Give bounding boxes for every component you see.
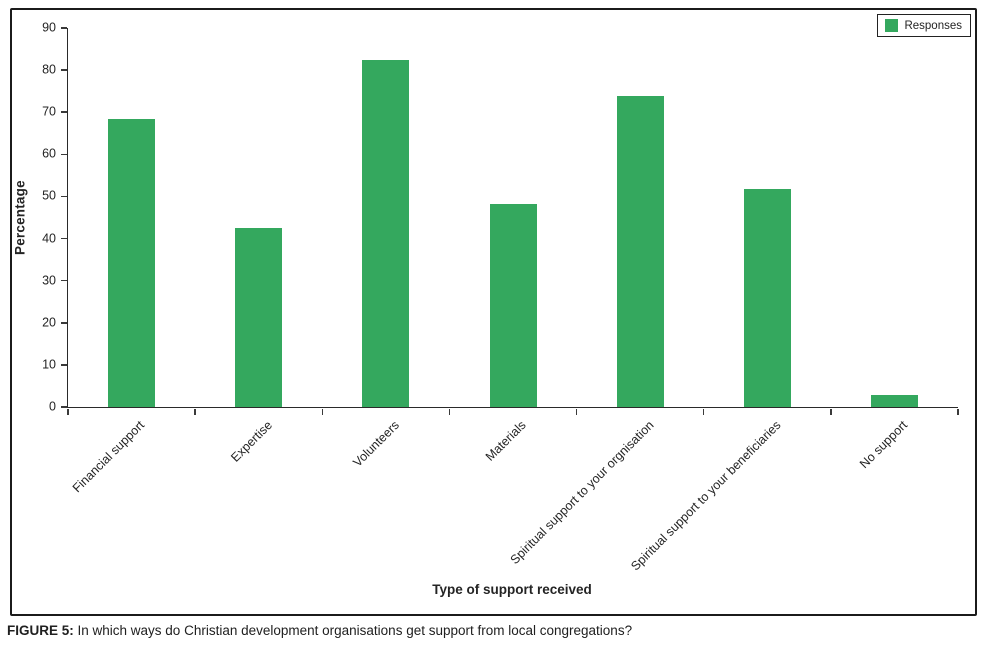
y-axis-tick — [61, 69, 67, 71]
y-axis-tick — [61, 27, 67, 29]
figure-caption-label: FIGURE 5: — [7, 623, 74, 638]
y-axis-tick-label: 20 — [42, 315, 56, 330]
y-axis-tick-label: 10 — [42, 357, 56, 372]
y-axis-tick — [61, 111, 67, 113]
bar — [870, 394, 918, 407]
x-axis-tick — [830, 408, 832, 415]
x-category-label: No support — [857, 418, 911, 472]
bar — [108, 119, 156, 407]
x-axis-tick — [67, 408, 69, 415]
y-axis-tick — [61, 237, 67, 240]
y-axis-tick-label: 70 — [42, 104, 56, 119]
x-axis-tick — [321, 408, 324, 415]
bar — [743, 189, 791, 407]
legend-label: Responses — [904, 19, 962, 32]
x-category-label: Volunteers — [350, 418, 402, 470]
y-axis-tick-label: 60 — [42, 147, 56, 162]
y-axis-tick — [61, 406, 67, 408]
x-category-label: Spiritual support to your beneficiaries — [627, 418, 784, 574]
x-category-label: Expertise — [227, 418, 275, 465]
x-category-label: Materials — [483, 418, 529, 464]
y-axis-tick — [61, 279, 67, 282]
y-axis-tick-label: 90 — [42, 20, 56, 35]
y-axis-tick — [61, 195, 67, 198]
x-axis-title: Type of support received — [432, 582, 592, 597]
x-category-label: Spiritual support to your orgnisation — [507, 418, 657, 567]
y-axis-tick-label: 30 — [42, 273, 56, 288]
x-axis-tick — [194, 408, 196, 415]
x-axis-tick — [575, 408, 578, 415]
bar — [235, 228, 283, 407]
chart-border-box: Responses Percentage 0 10 20 30 40 50 60 70 80 90… — [10, 8, 977, 616]
y-axis-tick-label: 40 — [42, 231, 56, 246]
bar — [362, 59, 410, 407]
bar — [616, 95, 664, 407]
figure-caption: FIGURE 5: In which ways do Christian dev… — [7, 623, 977, 638]
plot-area: Percentage 0 10 20 30 40 50 60 70 80 90 Financial … — [13, 21, 959, 573]
figure-caption-text: In which ways do Christian development o… — [73, 623, 633, 638]
y-axis-tick — [61, 153, 67, 156]
legend-swatch-icon — [885, 19, 899, 32]
legend: Responses — [877, 14, 971, 37]
y-axis-tick-label: 0 — [49, 399, 56, 414]
x-axis-tick — [957, 408, 959, 415]
x-axis-tick — [702, 408, 705, 415]
y-axis-tick-label: 80 — [42, 62, 56, 77]
y-axis-tick — [61, 364, 67, 366]
bar — [489, 203, 537, 407]
x-category-label: Financial support — [70, 418, 148, 496]
y-axis-tick — [61, 322, 67, 324]
y-axis-title: Percentage — [12, 180, 28, 255]
x-axis-tick — [448, 408, 451, 415]
y-axis-tick-label: 50 — [42, 189, 56, 204]
